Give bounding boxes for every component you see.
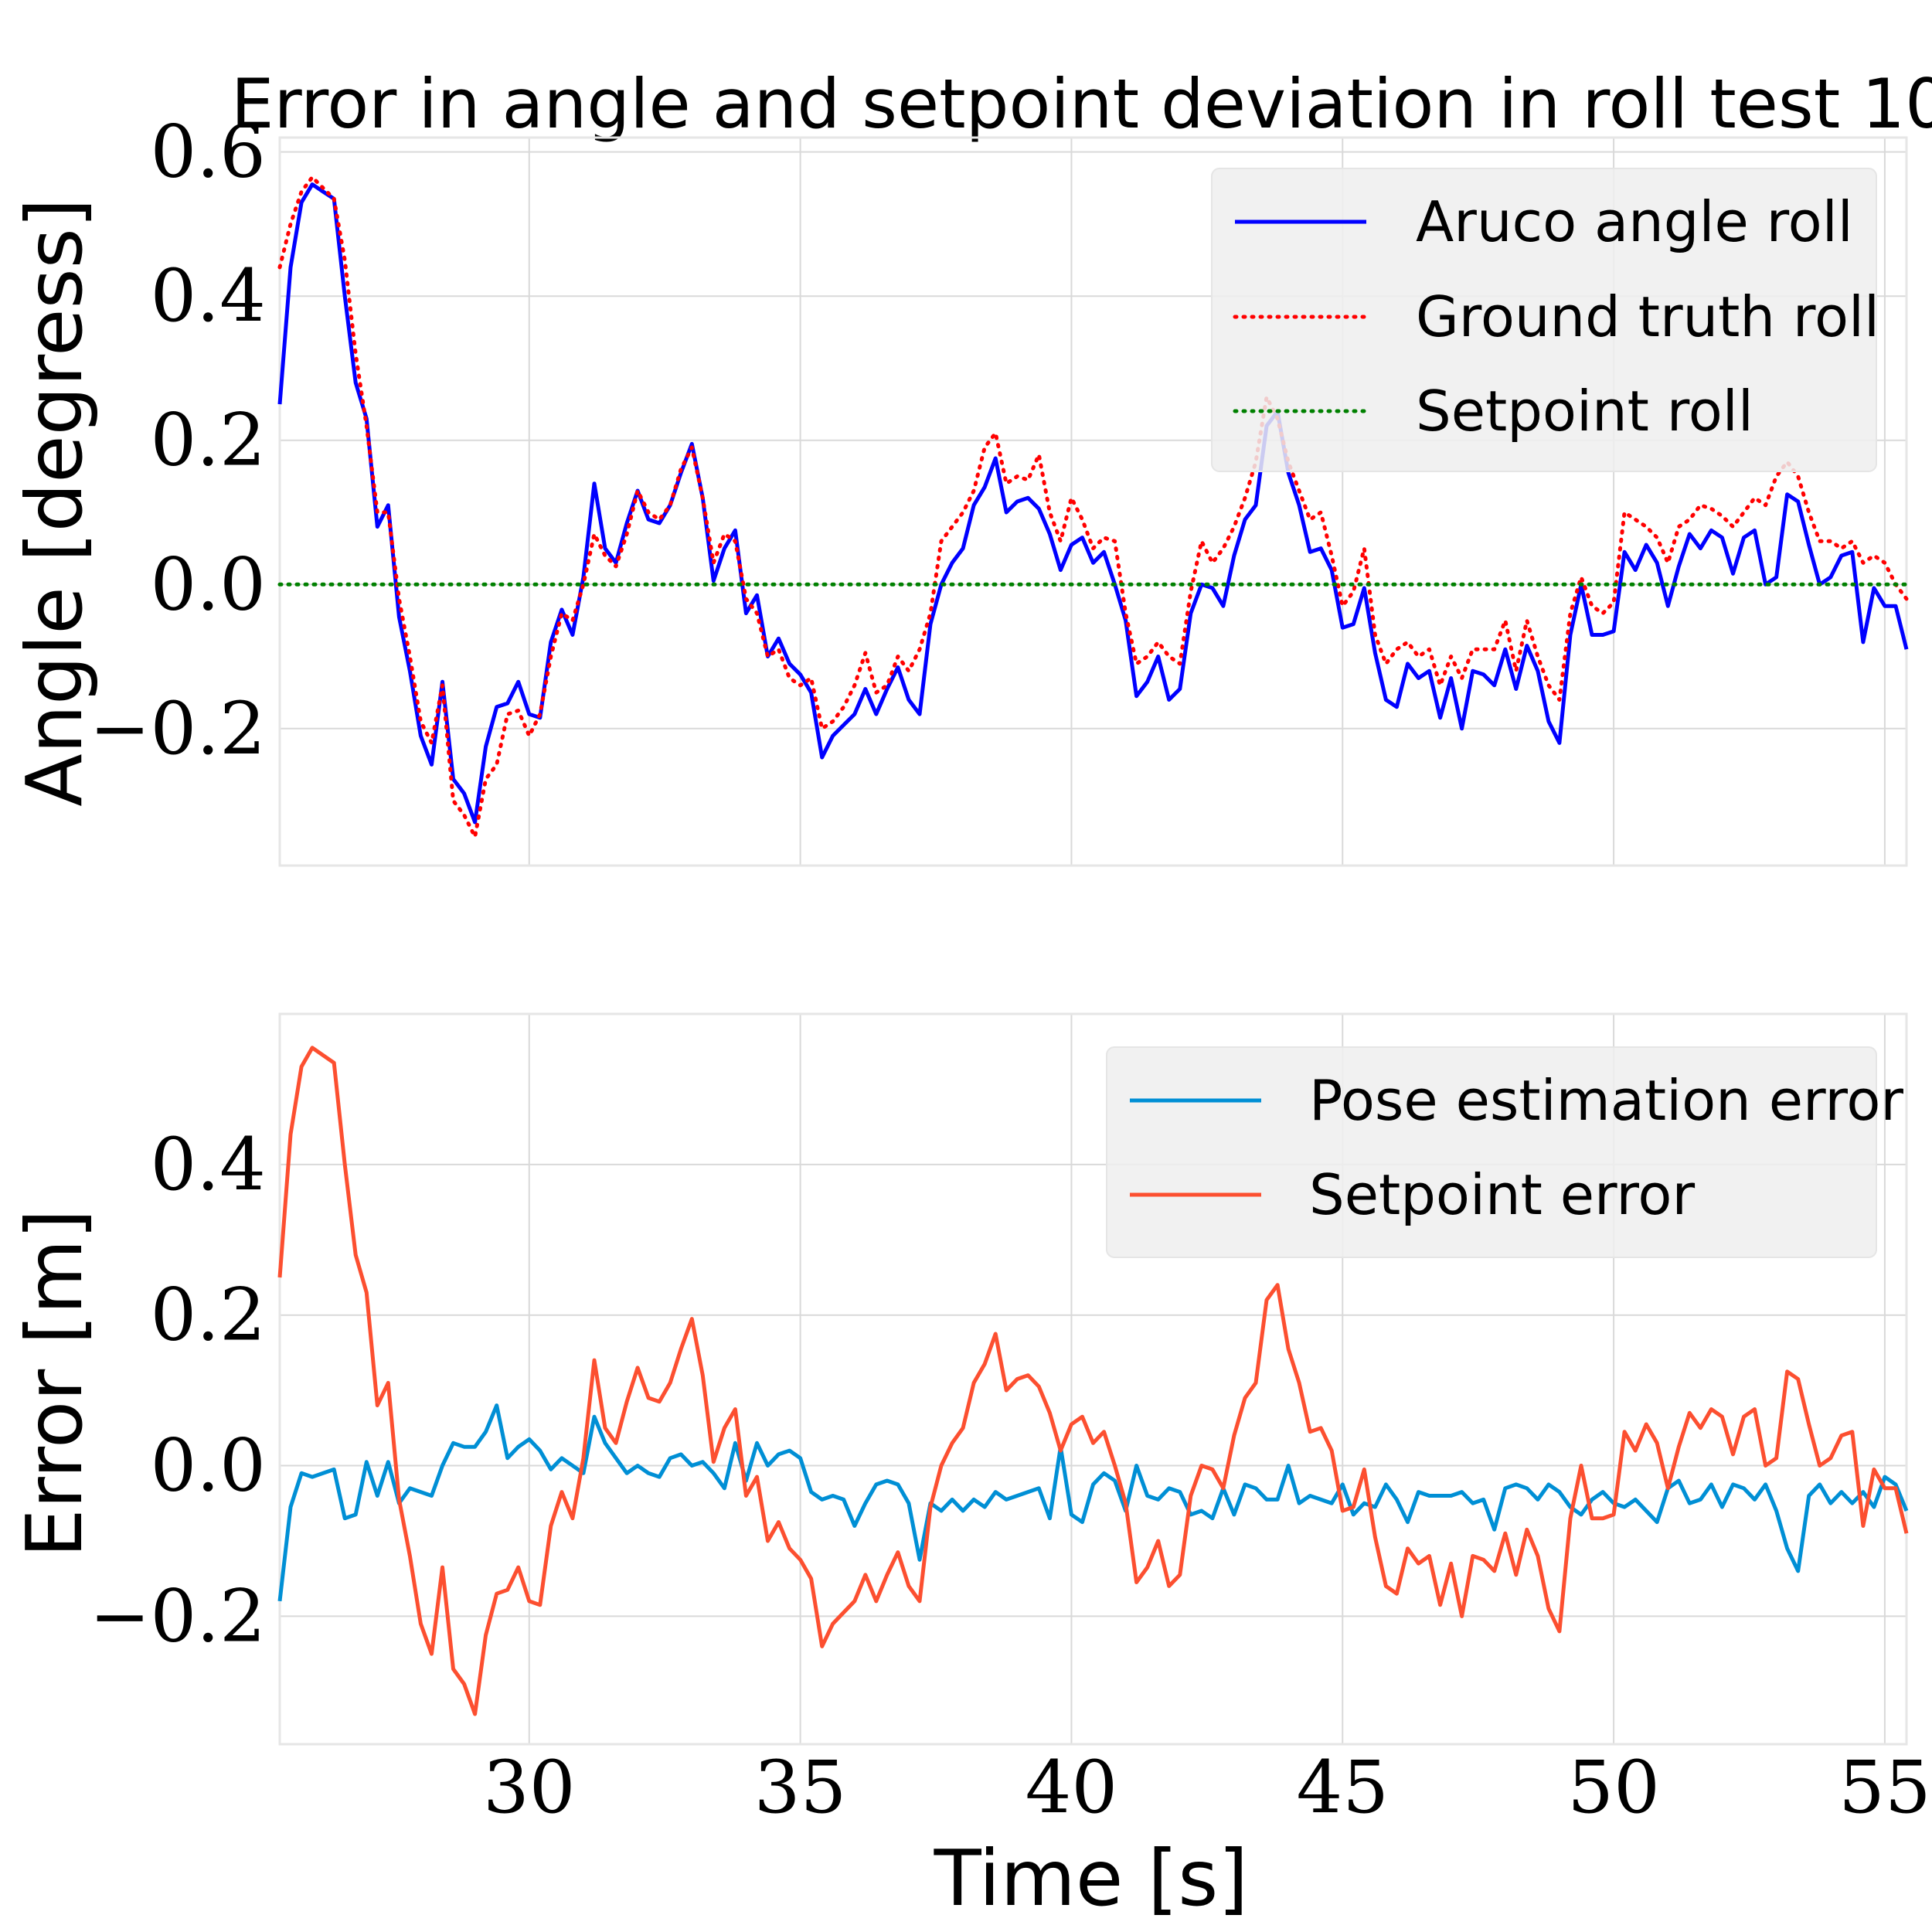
legend-label-aruco-angle-roll: Aruco angle roll [1416, 189, 1853, 254]
bottom-x-tick-labels: 30 35 40 45 50 55 [483, 1746, 1931, 1830]
series-line-ground-truth-roll [277, 175, 1909, 839]
top-series-lines [277, 175, 1909, 839]
top-y-axis-label: Angle [degress] [9, 198, 100, 807]
top-y-tick-label: 0.0 [151, 543, 267, 627]
series-line-aruco-angle-roll [277, 182, 1909, 825]
legend-label-ground-truth-roll: Ground truth roll [1416, 284, 1879, 349]
x-tick-label: 40 [1026, 1746, 1118, 1830]
bot-y-tick-label: 0.0 [151, 1424, 267, 1509]
series-line-pose-estimation-error [277, 1403, 1909, 1602]
x-axis-label: Time [s] [934, 1833, 1249, 1923]
bottom-axes-frame [278, 1012, 1908, 1746]
top-legend-box [1211, 168, 1877, 472]
bot-y-tick-label: −0.2 [90, 1574, 266, 1658]
x-tick-label: 50 [1567, 1746, 1660, 1830]
legend-label-setpoint-error: Setpoint error [1309, 1162, 1695, 1227]
top-y-tick-label: 0.6 [151, 111, 267, 195]
bottom-y-tick-labels: −0.2 0.0 0.2 0.4 [90, 1123, 266, 1659]
top-legend: Aruco angle roll Ground truth roll Setpo… [1211, 168, 1879, 472]
bot-y-tick-label: 0.4 [151, 1123, 267, 1207]
bottom-legend: Pose estimation error Setpoint error [1106, 1046, 1903, 1258]
top-y-tick-label: −0.2 [90, 687, 266, 771]
legend-label-setpoint-roll: Setpoint roll [1416, 379, 1753, 444]
bottom-series-lines [277, 1046, 1909, 1716]
x-tick-label: 35 [754, 1746, 847, 1830]
x-tick-label: 55 [1838, 1746, 1931, 1830]
bottom-legend-box [1106, 1046, 1877, 1258]
top-y-tick-label: 0.4 [151, 254, 267, 338]
bot-y-tick-label: 0.2 [151, 1274, 267, 1358]
series-line-setpoint-error [277, 1046, 1909, 1716]
top-y-tick-labels: −0.2 0.0 0.2 0.4 0.6 [90, 111, 266, 771]
bottom-y-axis-label: Error [m] [9, 1209, 100, 1558]
legend-label-pose-estimation-error: Pose estimation error [1309, 1068, 1903, 1133]
chart-title: Error in angle and setpoint deviation in… [231, 64, 1932, 144]
top-panel: −0.2 0.0 0.2 0.4 0.6 Angle [degress] Aruco a… [9, 111, 1909, 867]
top-y-tick-label: 0.2 [151, 399, 267, 483]
x-tick-label: 45 [1296, 1746, 1389, 1830]
top-axes-frame [278, 136, 1908, 867]
bottom-panel: −0.2 0.0 0.2 0.4 30 35 40 45 50 55 Error [m] Tim… [9, 1012, 1931, 1923]
x-tick-label: 30 [483, 1746, 576, 1830]
